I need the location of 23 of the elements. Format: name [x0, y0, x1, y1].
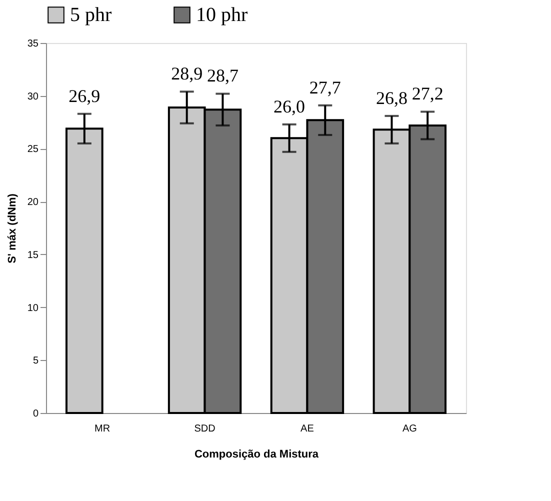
y-tick-label: 25: [27, 144, 39, 156]
data-label: 26,8: [376, 88, 408, 108]
x-tick-label: MR: [94, 424, 110, 434]
x-tick-label: AE: [300, 424, 314, 434]
y-tick-label: 30: [27, 91, 39, 102]
y-tick-label: 10: [27, 302, 39, 314]
legend-label: 5 phr: [70, 4, 112, 26]
y-tick-label: 20: [27, 197, 39, 208]
y-tick-label: 15: [27, 250, 39, 261]
x-tick-label: AG: [402, 424, 418, 434]
x-axis-title: Composição da Mistura: [194, 448, 320, 460]
y-tick-label: 35: [27, 38, 39, 50]
data-label: 27,7: [309, 77, 341, 98]
y-tick-label: 5: [32, 356, 39, 367]
data-label: 27,2: [412, 84, 444, 104]
legend-label: 10 phr: [196, 4, 248, 26]
data-label: 28,7: [206, 66, 238, 86]
data-label: 26,9: [68, 86, 100, 106]
y-tick-label: 0: [32, 408, 39, 420]
y-axis-title: S' máx (dNm): [6, 193, 18, 264]
data-label: 28,9: [171, 64, 203, 84]
x-tick-label: SDD: [194, 424, 216, 434]
data-label: 26,0: [274, 96, 306, 116]
